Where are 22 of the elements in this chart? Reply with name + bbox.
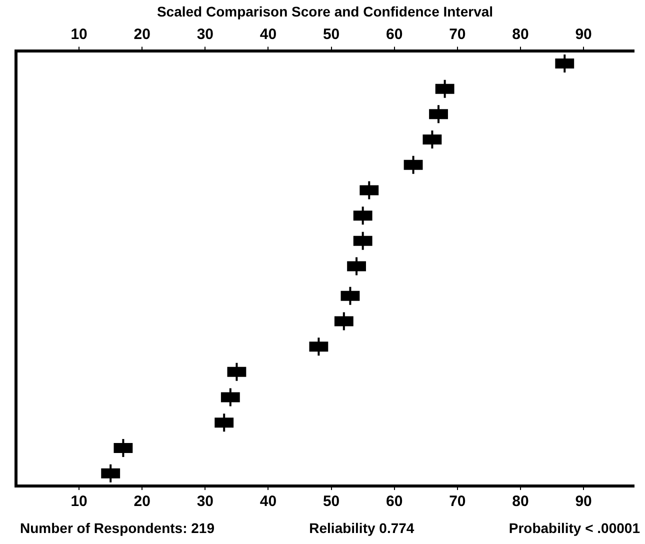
x2-axis-title: Scaled Comparison Score and Confidence Interval	[156, 3, 494, 20]
x-tick-label: 40	[260, 493, 277, 510]
x2-tick-label: 60	[386, 26, 403, 43]
x2-tick-label: 70	[449, 26, 466, 43]
x2-tick-label: 20	[134, 26, 150, 43]
x2-tick-label: 10	[70, 26, 88, 43]
x-tick-label: 60	[386, 493, 403, 510]
x2-tick-label: 40	[260, 26, 277, 43]
text: Reliability 0.774	[309, 520, 414, 536]
x2-tick-label: 50	[322, 26, 340, 43]
x2-tick-label: 90	[575, 26, 592, 43]
text: Number of Respondents: 219	[20, 520, 214, 536]
x-tick-label: 70	[449, 493, 466, 510]
x-tick-label: 80	[512, 493, 529, 510]
x-tick-label: 20	[134, 493, 150, 510]
x-tick-label: 30	[196, 493, 214, 510]
text: Probability < .00001	[508, 520, 640, 536]
x2-tick-label: 80	[512, 26, 529, 43]
x-tick-label: 90	[575, 493, 592, 510]
x2-tick-label: 30	[196, 26, 214, 43]
x-tick-label: 50	[322, 493, 340, 510]
x-tick-label: 10	[70, 493, 88, 510]
